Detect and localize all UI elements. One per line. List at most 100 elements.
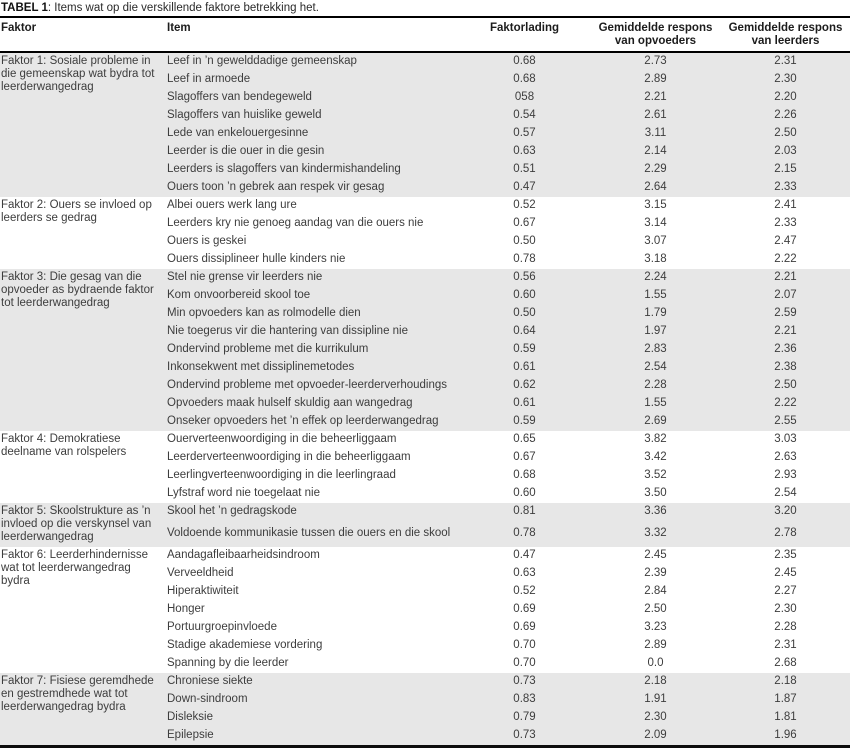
- table-row: Lyfstraf word nie toegelaat nie 0.60 3.50 2…: [0, 485, 850, 503]
- item-label: Slagoffers van huislike geweld: [166, 107, 460, 125]
- respons-leerders-value: 2.63: [774, 451, 797, 463]
- faktorlading-value: 0.57: [460, 125, 590, 143]
- respons-opvoeders-value: 2.24: [590, 269, 722, 287]
- faktorlading-value: 0.59: [460, 413, 590, 431]
- respons-leerders-value: 1.81: [722, 709, 850, 727]
- column-header-respons-opvoeders: Gemiddelde respons van opvoeders: [590, 18, 722, 53]
- respons-opvoeders-value: 2.73: [590, 52, 722, 71]
- respons-leerders-value: 2.50: [722, 377, 850, 395]
- faktorlading-value: 0.67: [513, 451, 536, 463]
- table-row: Kom onvoorbereid skool toe 0.60 1.55 2.07: [0, 287, 850, 305]
- item-label: Disleksie: [166, 709, 460, 727]
- factor-label: Faktor 6: Leerderhindernisse wat tot lee…: [1, 549, 149, 587]
- respons-opvoeders-value: 3.07: [644, 235, 667, 247]
- item-label: Lyfstraf word nie toegelaat nie: [167, 487, 320, 499]
- table-row: Hiperaktiwiteit 0.52 2.84 2.27: [0, 583, 850, 601]
- faktorlading-value: 0.69: [513, 603, 536, 615]
- item-label: Lede van enkelouergesinne: [166, 125, 460, 143]
- item-label: Onseker opvoeders het ’n effek op leerde…: [166, 413, 460, 431]
- respons-opvoeders-value: 2.21: [590, 89, 722, 107]
- factors-table: Faktor Item Faktorlading Gemiddelde resp…: [0, 18, 850, 748]
- faktorlading-value: 0.73: [460, 673, 590, 691]
- respons-opvoeders-value: 1.79: [590, 305, 722, 323]
- respons-leerders-value: 2.30: [722, 71, 850, 89]
- item-label: Leef in armoede: [166, 71, 460, 89]
- faktorlading-value: 0.56: [460, 269, 590, 287]
- table-row: Leerders is slagoffers van kindermishand…: [0, 161, 850, 179]
- table-row: Voldoende kommunikasie tussen die ouers …: [0, 525, 850, 547]
- respons-opvoeders-value: 1.55: [590, 287, 722, 305]
- table-row: Leerderverteenwoordiging in die beheerli…: [0, 449, 850, 467]
- table-row: Onseker opvoeders het ’n effek op leerde…: [0, 413, 850, 431]
- faktorlading-value: 0.61: [460, 359, 590, 377]
- item-label: Slagoffers van bendegeweld: [166, 89, 460, 107]
- respons-leerders-value: 2.26: [722, 107, 850, 125]
- respons-opvoeders-value: 3.18: [644, 253, 667, 265]
- table-row: Down-sindroom 0.83 1.91 1.87: [0, 691, 850, 709]
- table-row: Leerders kry nie genoeg aandag van die o…: [0, 215, 850, 233]
- column-header-respons-leerders: Gemiddelde respons van leerders: [722, 18, 850, 53]
- respons-leerders-value: 2.33: [722, 179, 850, 197]
- faktorlading-value: 0.81: [460, 503, 590, 525]
- table-row: Portuurgroepinvloede 0.69 3.23 2.28: [0, 619, 850, 637]
- table-row: Ouers dissiplineer hulle kinders nie 0.78…: [0, 251, 850, 269]
- respons-opvoeders-value: 2.69: [590, 413, 722, 431]
- faktorlading-value: 0.54: [460, 107, 590, 125]
- table-row: Leerder is die ouer in die gesin 0.63 2.14…: [0, 143, 850, 161]
- item-label: Leerders kry nie genoeg aandag van die o…: [167, 217, 424, 229]
- item-label: Aandagafleibaarheidsindroom: [167, 549, 320, 561]
- table-header: Faktor Item Faktorlading Gemiddelde resp…: [0, 18, 850, 53]
- respons-leerders-value: 2.68: [774, 657, 797, 669]
- item-label: Leerders is slagoffers van kindermishand…: [166, 161, 460, 179]
- respons-leerders-value: 2.22: [722, 395, 850, 413]
- respons-leerders-value: 2.38: [722, 359, 850, 377]
- table-row: Verveeldheid 0.63 2.39 2.45: [0, 565, 850, 583]
- respons-leerders-value: 2.07: [722, 287, 850, 305]
- faktorlading-value: 0.51: [460, 161, 590, 179]
- faktorlading-value: 0.50: [513, 235, 536, 247]
- table-row: Leerlingverteenwoordiging in die leerlin…: [0, 467, 850, 485]
- item-label: Ouers toon ’n gebrek aan respek vir gesa…: [166, 179, 460, 197]
- respons-leerders-value: 2.20: [722, 89, 850, 107]
- faktorlading-value: 0.79: [460, 709, 590, 727]
- item-label: Epilepsie: [166, 727, 460, 747]
- faktorlading-value: 0.59: [460, 341, 590, 359]
- respons-leerders-value: 2.41: [774, 199, 797, 211]
- respons-opvoeders-value: 2.29: [590, 161, 722, 179]
- table-row: Slagoffers van huislike geweld 0.54 2.61 2.…: [0, 107, 850, 125]
- table-row: Opvoeders maak hulself skuldig aan wange…: [0, 395, 850, 413]
- faktorlading-value: 0.65: [513, 433, 536, 445]
- factor-label: Faktor 5: Skoolstrukture as ’n invloed o…: [0, 503, 166, 547]
- faktorlading-value: 0.83: [460, 691, 590, 709]
- respons-opvoeders-value: 2.50: [644, 603, 667, 615]
- item-label: Leerderverteenwoordiging in die beheerli…: [167, 451, 411, 463]
- respons-leerders-value: 2.78: [722, 525, 850, 547]
- table-row: Min opvoeders kan as rolmodelle dien 0.50…: [0, 305, 850, 323]
- item-label: Stel nie grense vir leerders nie: [166, 269, 460, 287]
- table-row: Faktor 5: Skoolstrukture as ’n invloed o…: [0, 503, 850, 547]
- respons-opvoeders-value: 1.55: [590, 395, 722, 413]
- table-row: Honger 0.69 2.50 2.30: [0, 601, 850, 619]
- table-row: Leef in armoede 0.68 2.89 2.30: [0, 71, 850, 89]
- item-label: Leerder is die ouer in die gesin: [166, 143, 460, 161]
- respons-opvoeders-value: 2.84: [644, 585, 667, 597]
- respons-opvoeders-value: 2.30: [590, 709, 722, 727]
- faktorlading-value: 0.68: [460, 52, 590, 71]
- respons-opvoeders-value: 3.50: [644, 487, 667, 499]
- respons-opvoeders-value: 3.52: [644, 469, 667, 481]
- table-row: Nie toegerus vir die hantering van dissi…: [0, 323, 850, 341]
- faktorlading-value: 0.60: [460, 287, 590, 305]
- item-label: Ouers is geskei: [167, 235, 247, 247]
- respons-leerders-value: 2.54: [774, 487, 797, 499]
- faktorlading-value: 0.70: [513, 639, 536, 651]
- respons-leerders-value: 2.93: [774, 469, 797, 481]
- item-label: Leef in ’n gewelddadige gemeenskap: [166, 52, 460, 71]
- table-row: Faktor 6: Leerderhindernisse wat tot lee…: [0, 547, 850, 587]
- item-label: Hiperaktiwiteit: [167, 585, 239, 597]
- item-label: Chroniese siekte: [166, 673, 460, 691]
- respons-leerders-value: 2.55: [722, 413, 850, 431]
- faktorlading-value: 0.73: [460, 727, 590, 747]
- factor-label: Faktor 7: Fisiese geremdhede en gestremd…: [0, 673, 166, 747]
- respons-leerders-value: 2.27: [774, 585, 797, 597]
